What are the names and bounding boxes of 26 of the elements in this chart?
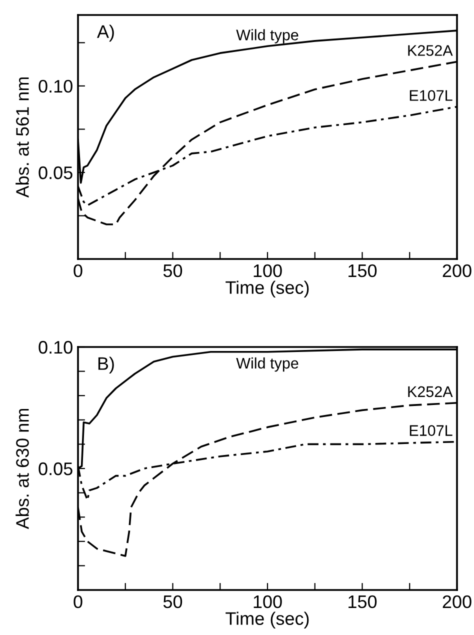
series-label: K252A <box>408 45 453 56</box>
x-tick-label: 50 <box>163 264 182 278</box>
y-tick-label: 0.10 <box>38 340 72 354</box>
y-tick-label: 0.05 <box>38 462 72 476</box>
series-label: E107L <box>410 425 452 436</box>
x-tick-label: 0 <box>74 595 82 608</box>
series-label: Wild type <box>236 357 298 372</box>
y-axis-title: Abs. at 561 nm <box>16 77 29 198</box>
series-label: K252A <box>408 386 453 398</box>
x-axis-title: Time (sec) <box>226 612 309 629</box>
series-label: Wild type <box>236 29 298 44</box>
x-tick-label: 0 <box>74 264 82 278</box>
x-tick-label: 150 <box>348 595 377 608</box>
y-tick-label: 0.10 <box>38 80 72 93</box>
y-axis-title: Abs. at 630 nm <box>16 408 29 530</box>
x-axis-title: Time (sec) <box>226 280 309 298</box>
series-label: E107L <box>410 90 452 101</box>
text: B) <box>98 356 114 374</box>
y-tick-label: 0.05 <box>38 166 72 180</box>
x-tick-label: 50 <box>163 595 182 608</box>
text: A) <box>96 24 114 42</box>
x-tick-label: 150 <box>348 264 377 278</box>
x-tick-label: 200 <box>442 264 472 278</box>
x-tick-label: 200 <box>442 595 472 608</box>
x-tick-label: 100 <box>254 595 282 608</box>
x-tick-label: 100 <box>254 264 282 278</box>
